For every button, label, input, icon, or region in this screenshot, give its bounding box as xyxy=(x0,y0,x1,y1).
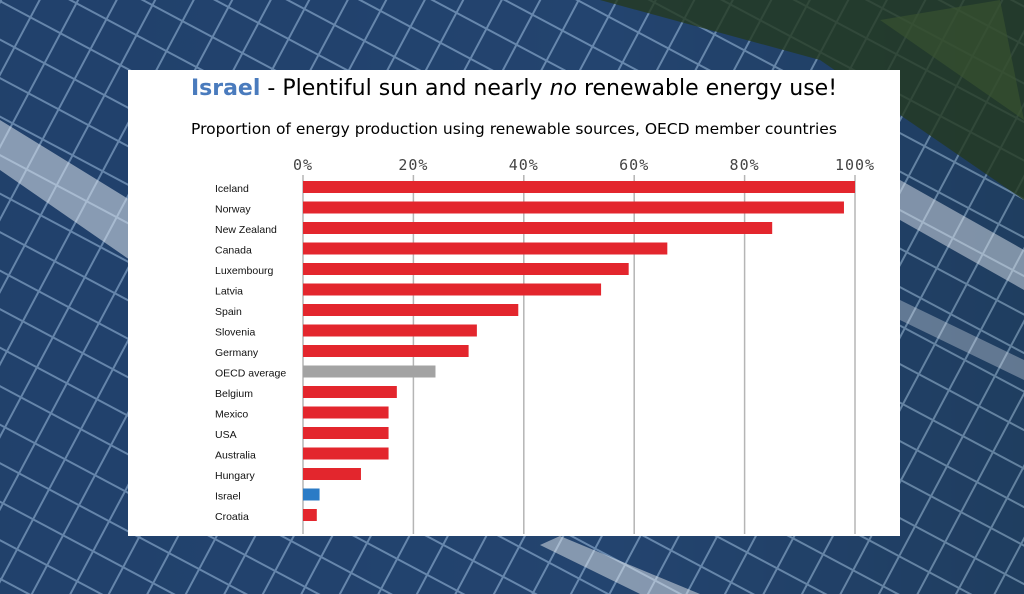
chart-card: Israel - Plentiful sun and nearly no ren… xyxy=(128,70,900,536)
category-label: Mexico xyxy=(215,409,248,421)
bar xyxy=(303,181,855,193)
x-tick-label: 100% xyxy=(835,156,875,174)
category-label: OECD average xyxy=(215,368,286,380)
category-label: Germany xyxy=(215,347,259,359)
bar xyxy=(303,365,436,378)
bar xyxy=(303,242,668,255)
bar xyxy=(303,201,844,214)
bar xyxy=(303,222,773,234)
bar-chart: 0% 20% 40% 60% 80% 100% Iceland Norway New Zeala… xyxy=(215,156,875,534)
title-part-2: renewable energy use! xyxy=(576,76,838,101)
bar xyxy=(303,263,629,275)
category-label: Australia xyxy=(215,450,256,462)
category-label: Spain xyxy=(215,306,242,318)
title-emphasis: no xyxy=(549,76,577,101)
category-label: Canada xyxy=(215,245,252,257)
chart-title: Israel - Plentiful sun and nearly no ren… xyxy=(128,76,900,101)
category-label: New Zealand xyxy=(215,224,277,236)
category-label: Luxembourg xyxy=(215,265,274,277)
x-tick-label: 20% xyxy=(398,156,428,174)
category-label: Iceland xyxy=(215,183,249,195)
x-tick-label: 0% xyxy=(293,156,313,174)
bar xyxy=(303,283,602,296)
category-label: Norway xyxy=(215,204,251,216)
bar xyxy=(303,406,389,419)
bar xyxy=(303,488,320,501)
category-label: Israel xyxy=(215,491,241,503)
category-label: USA xyxy=(215,429,237,441)
x-tick-label: 80% xyxy=(730,156,760,174)
x-tick-label: 40% xyxy=(509,156,539,174)
category-label: Slovenia xyxy=(215,327,255,339)
title-highlight: Israel xyxy=(190,76,261,101)
bar xyxy=(303,304,519,316)
category-label: Hungary xyxy=(215,470,255,482)
title-part-1: - Plentiful sun and nearly xyxy=(260,76,550,101)
chart-subtitle: Proportion of energy production using re… xyxy=(191,120,837,138)
x-tick-label: 60% xyxy=(619,156,649,174)
bar xyxy=(303,386,397,398)
bar xyxy=(303,447,389,460)
bar xyxy=(303,468,361,480)
bar xyxy=(303,509,317,521)
category-label: Croatia xyxy=(215,511,249,523)
category-label: Latvia xyxy=(215,286,243,298)
category-label: Belgium xyxy=(215,388,253,400)
bar xyxy=(303,345,469,357)
bar xyxy=(303,427,389,439)
bar xyxy=(303,324,477,337)
